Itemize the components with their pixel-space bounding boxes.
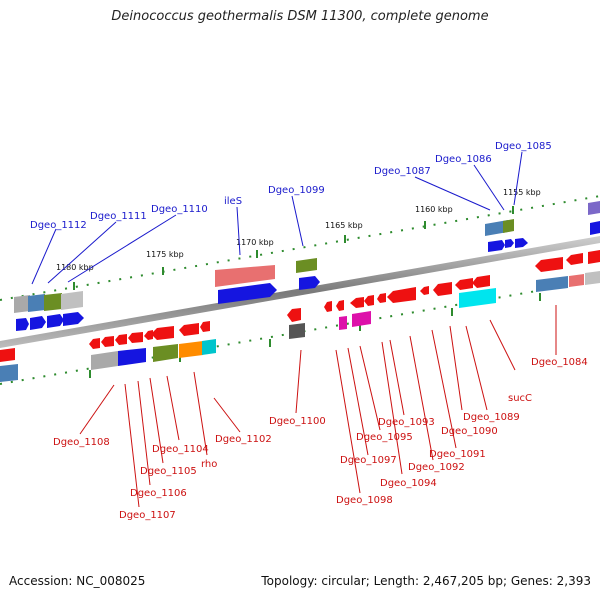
gene-label-dgeo-1098: Dgeo_1098	[336, 495, 393, 506]
gene-label-dgeo-1108: Dgeo_1108	[53, 437, 110, 448]
forward-leaders	[31, 151, 523, 285]
gene-label-dgeo-1089: Dgeo_1089	[463, 412, 520, 423]
gene-label-dgeo-1084: Dgeo_1084	[531, 357, 588, 368]
gene-label-dgeo-1102: Dgeo_1102	[215, 434, 272, 445]
gene-label-dgeo-1111: Dgeo_1111	[90, 211, 147, 222]
gene-dgeo-1110	[14, 295, 30, 313]
reverse-genes	[0, 250, 600, 382]
gene-dgeo-1087	[503, 219, 514, 233]
scale-label-1160: 1160 kbp	[415, 205, 453, 214]
inner-scale-track	[0, 279, 600, 385]
gene-label-dgeo-1095: Dgeo_1095	[356, 432, 413, 443]
reverse-leaders	[79, 305, 557, 508]
gene-label-rho: rho	[201, 459, 217, 470]
gene-dgeo-1111	[28, 294, 45, 312]
gene-label-dgeo-1106: Dgeo_1106	[130, 488, 187, 499]
gene-label-dgeo-1097: Dgeo_1097	[340, 455, 397, 466]
forward-gene-labels: Dgeo_1085 Dgeo_1086 Dgeo_1087 Dgeo_1099 …	[30, 141, 552, 231]
genome-backbone	[0, 236, 600, 348]
map-title: Deinococcus geothermalis DSM 11300, comp…	[111, 9, 489, 24]
forward-genes	[14, 201, 600, 331]
scale-label-1170: 1170 kbp	[236, 238, 274, 247]
scale-label-1180: 1180 kbp	[56, 263, 94, 272]
gene-label-dgeo-1091: Dgeo_1091	[429, 449, 486, 460]
gene-label-dgeo-1100: Dgeo_1100	[269, 416, 326, 427]
gene-dgeo-1086	[485, 220, 508, 236]
gene-label-dgeo-1105: Dgeo_1105	[140, 466, 197, 477]
scale-label-1175: 1175 kbp	[146, 250, 184, 259]
gene-label-dgeo-1099: Dgeo_1099	[268, 185, 325, 196]
gene-label-dgeo-1112: Dgeo_1112	[30, 220, 87, 231]
genome-summary-text: Topology: circular; Length: 2,467,205 bp…	[261, 574, 591, 588]
scale-label-1155: 1155 kbp	[503, 188, 541, 197]
gene-label-iles: ileS	[224, 196, 242, 207]
gene-label-dgeo-1110: Dgeo_1110	[151, 204, 208, 215]
gene-label-dgeo-1086: Dgeo_1086	[435, 154, 492, 165]
scale-label-1165: 1165 kbp	[325, 221, 363, 230]
gene-label-succ: sucC	[508, 393, 532, 404]
gene-label-dgeo-1092: Dgeo_1092	[408, 462, 465, 473]
gene-iles	[215, 265, 275, 287]
gene-dgeo-1099	[296, 258, 317, 273]
scale-labels: 1155 kbp 1160 kbp 1165 kbp 1170 kbp 1175…	[56, 188, 541, 272]
gene-label-dgeo-1104: Dgeo_1104	[152, 444, 209, 455]
gene-label-dgeo-1107: Dgeo_1107	[119, 510, 176, 521]
gene-dgeo-1085	[588, 201, 600, 215]
gene-label-dgeo-1090: Dgeo_1090	[441, 426, 498, 437]
reverse-gene-labels: Dgeo_1084 sucC Dgeo_1089 Dgeo_1090 Dgeo_…	[53, 357, 588, 521]
gene-label-dgeo-1087: Dgeo_1087	[374, 166, 431, 177]
gene-label-dgeo-1094: Dgeo_1094	[380, 478, 437, 489]
gene-dgeo-1112	[44, 293, 62, 311]
gene-label-dgeo-1085: Dgeo_1085	[495, 141, 552, 152]
accession-text: Accession: NC_008025	[9, 574, 146, 588]
gene-label-dgeo-1093: Dgeo_1093	[378, 417, 435, 428]
outer-scale-track	[0, 195, 600, 301]
